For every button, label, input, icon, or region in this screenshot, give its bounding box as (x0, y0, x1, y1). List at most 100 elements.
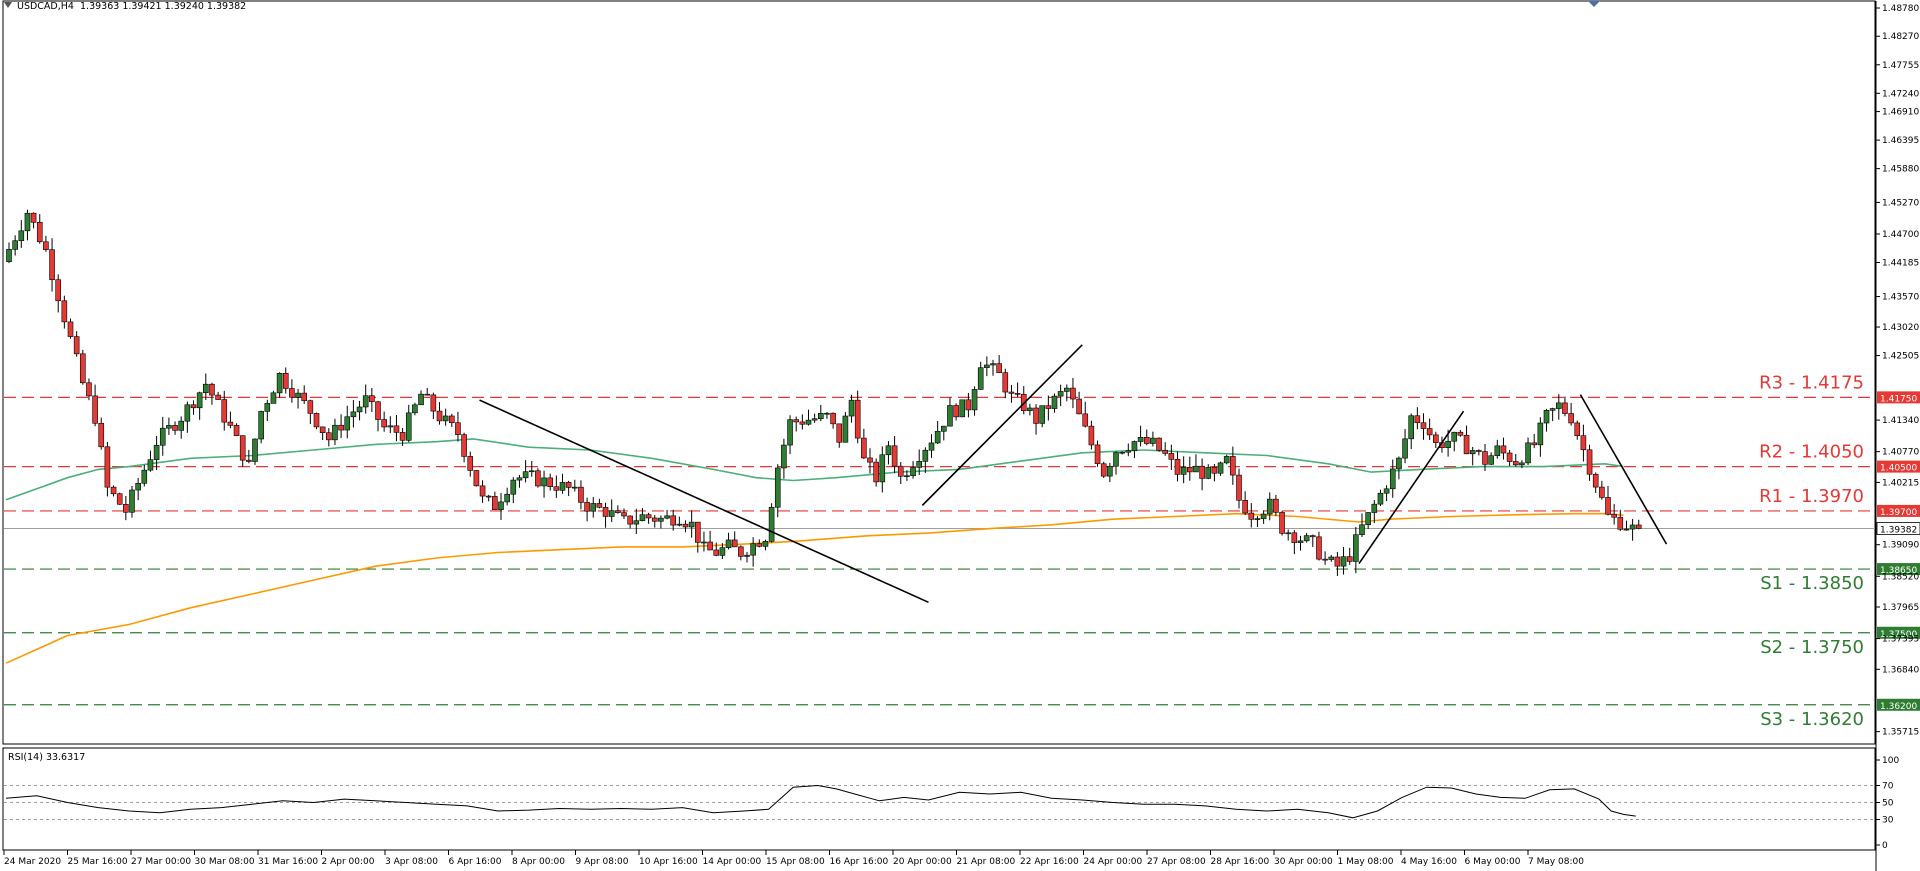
candle (676, 516, 683, 527)
candle (252, 438, 258, 465)
candle (1328, 554, 1335, 562)
candle (1217, 461, 1224, 476)
candle-body (196, 392, 203, 409)
candle-body (990, 363, 996, 366)
candle (1107, 462, 1113, 483)
candle (774, 464, 781, 518)
candle (541, 470, 547, 498)
candle-body (67, 321, 74, 337)
time-tick-label: 2 Apr 00:00 (322, 857, 375, 867)
candle (350, 400, 357, 428)
level-label: R1 - 1.3970 (1759, 486, 1864, 507)
candle (879, 446, 886, 493)
price-tick-label: 1.43570 (1882, 293, 1919, 303)
candle (701, 531, 707, 552)
candle-body (301, 392, 308, 401)
candle-body (1002, 372, 1009, 393)
price-tick-label: 1.46395 (1882, 136, 1919, 146)
candle (18, 220, 25, 248)
candle (1316, 531, 1322, 561)
chart-header: USDCAD,H4 1.39363 1.39421 1.39240 1.3938… (4, 1, 246, 12)
candle-body (276, 372, 283, 394)
candle (313, 412, 320, 430)
time-tick-label: 28 Apr 16:00 (1211, 857, 1270, 867)
candle-body (80, 353, 86, 384)
candle-body (1482, 451, 1488, 465)
level-price-tag-text: 1.37500 (1880, 630, 1917, 640)
candle (123, 496, 129, 521)
candle (424, 387, 431, 396)
candle (1064, 384, 1070, 402)
candle (1291, 530, 1298, 555)
trendline (479, 399, 929, 604)
candle-body (1328, 556, 1335, 560)
price-tick-label: 1.37965 (1882, 603, 1919, 613)
candle-body (123, 503, 129, 513)
candle-body (1574, 422, 1581, 436)
candle-body (1051, 395, 1058, 409)
candle-body (135, 482, 141, 491)
candle (965, 392, 972, 418)
candle (1082, 401, 1089, 428)
candle (1543, 408, 1550, 432)
candle-body (842, 415, 849, 443)
candle-body (553, 486, 560, 491)
candle-body (215, 394, 221, 400)
candle (485, 494, 492, 502)
candle (1260, 510, 1267, 524)
candle-body (522, 471, 529, 479)
price-tick-label: 1.35715 (1882, 728, 1919, 738)
dropdown-triangle-icon[interactable] (4, 2, 12, 8)
candle-body (1156, 437, 1162, 451)
candle (1549, 407, 1556, 422)
candle-body (1420, 422, 1427, 429)
candle (565, 480, 572, 497)
candle (325, 428, 332, 447)
candle-body (319, 426, 326, 434)
candle (1045, 395, 1052, 421)
candle (178, 416, 184, 439)
candle-body (928, 442, 935, 451)
candle-body (369, 395, 375, 403)
candle (996, 355, 1002, 373)
candle-body (356, 406, 363, 413)
candle-body (1094, 444, 1101, 465)
candle (522, 460, 529, 483)
candle (688, 510, 695, 538)
candle (12, 235, 18, 256)
candle (344, 405, 351, 439)
candle-body (344, 416, 351, 431)
candle (793, 416, 800, 432)
candle-body (1223, 456, 1230, 464)
candle-body (590, 503, 597, 512)
candle (86, 378, 92, 401)
candle (289, 379, 295, 403)
candle-body (516, 477, 523, 481)
candle (694, 521, 701, 553)
candle (504, 487, 510, 506)
candle-body (774, 467, 781, 508)
candle (535, 468, 541, 488)
candle-body (1260, 513, 1267, 519)
candle (67, 318, 74, 339)
candle-body (1519, 462, 1525, 466)
candle (104, 441, 111, 497)
candle (227, 411, 234, 429)
candle (1494, 439, 1501, 459)
chart-shift-marker-icon[interactable] (1588, 1, 1600, 7)
price-tick-label: 1.46910 (1882, 108, 1919, 118)
candle-body (1543, 410, 1550, 424)
time-tick-label: 16 Apr 16:00 (830, 857, 889, 867)
candle (356, 400, 363, 421)
candle (141, 464, 148, 487)
candle-body (565, 482, 572, 488)
candle-body (338, 424, 344, 431)
candle (627, 515, 633, 529)
candle-body (922, 449, 929, 462)
candle-body (744, 554, 750, 557)
candle-body (362, 395, 369, 408)
candle-body (811, 418, 818, 421)
candle (430, 392, 437, 420)
candle (1562, 396, 1568, 417)
level-price-tag (1877, 626, 1920, 639)
